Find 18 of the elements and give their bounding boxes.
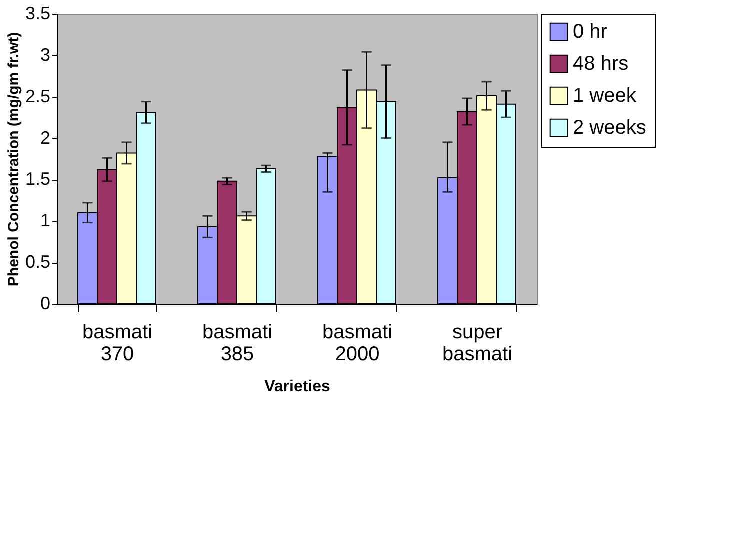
legend-label: 48 hrs [573, 53, 629, 75]
y-tick-label: 0.5 [25, 252, 50, 272]
legend-label: 1 week [573, 85, 638, 107]
y-tick-label: 2 [40, 128, 50, 148]
x-tick-label: basmati 385 [202, 322, 273, 366]
x-tick-label: basmati 2000 [322, 322, 393, 366]
y-axis-title: Phenol Concentration (mg/gm fr.wt) [5, 32, 22, 287]
x-axis-title: Varieties [264, 378, 331, 396]
legend-label: 0 hr [573, 21, 608, 43]
y-tick-label: 0 [40, 294, 50, 314]
legend-label: 2 weeks [573, 117, 646, 139]
x-tick-label: basmati 370 [82, 322, 153, 366]
y-tick-label: 1.5 [25, 169, 50, 190]
x-tick-label: super basmati [442, 322, 513, 366]
y-tick-label: 1 [40, 210, 50, 231]
y-tick-label: 3 [40, 44, 50, 65]
y-tick-label: 2.5 [25, 86, 50, 106]
y-tick-label: 3.5 [25, 4, 50, 24]
